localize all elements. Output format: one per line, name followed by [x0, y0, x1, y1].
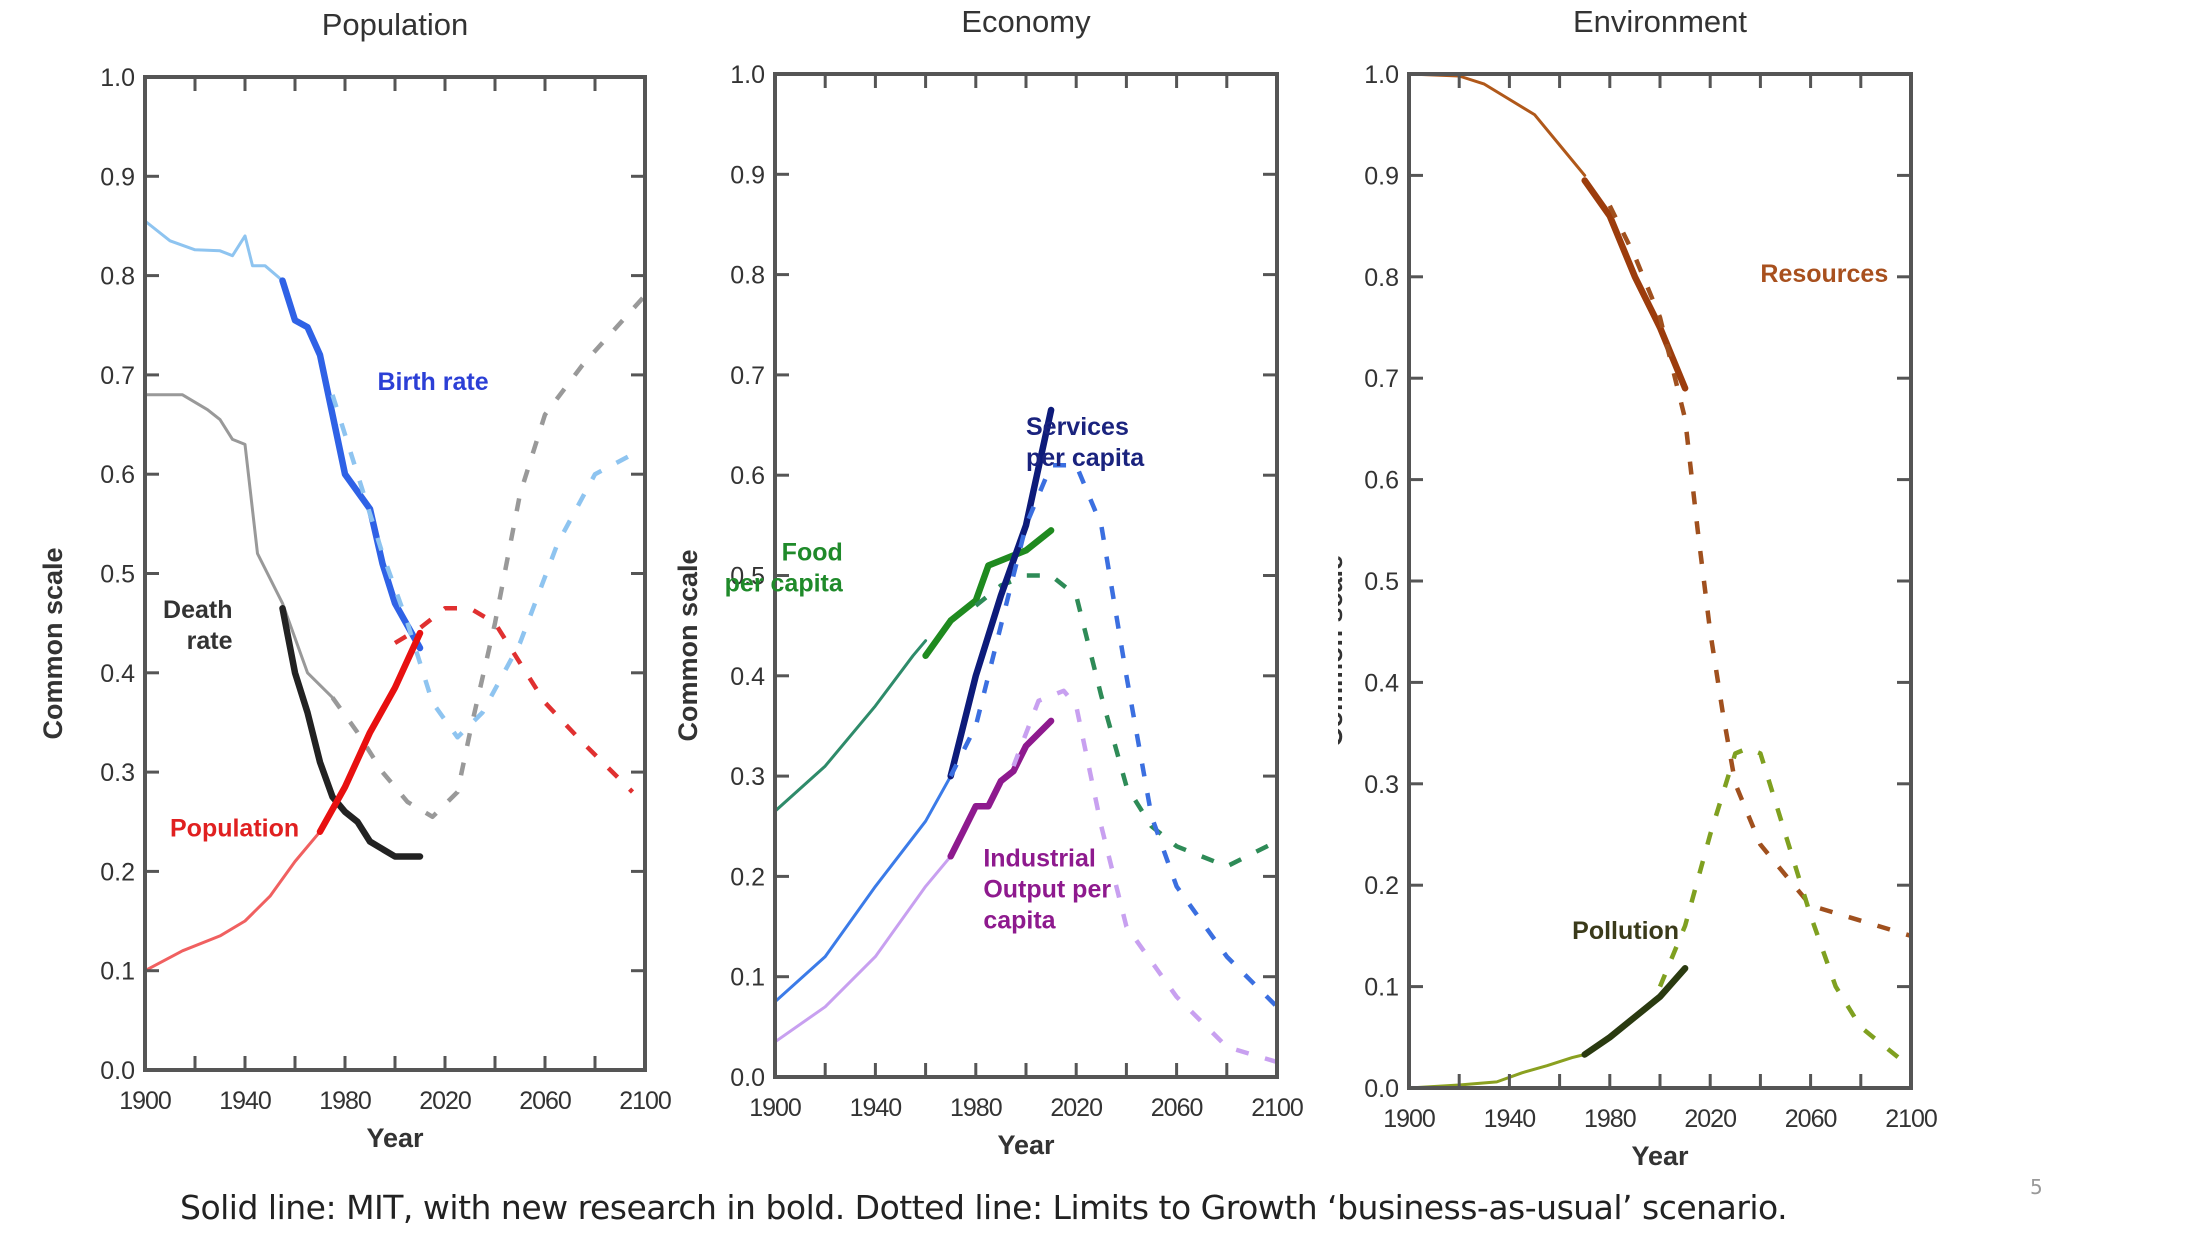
- y-tick-label: 0.3: [730, 763, 765, 791]
- services-per-capita-mit-line: [775, 774, 953, 1004]
- panel-title: Population: [322, 7, 469, 42]
- y-tick-label: 0.4: [100, 660, 135, 688]
- y-tick-label: 0.6: [100, 461, 135, 489]
- y-tick-label: 0.5: [100, 561, 135, 589]
- resources-mit-line: [1409, 72, 1587, 177]
- x-tick-label: 1900: [749, 1094, 801, 1122]
- y-tick-label: 0.1: [730, 964, 765, 992]
- series-annotation: Pollution: [1572, 917, 1679, 945]
- x-tick-label: 2100: [619, 1087, 671, 1115]
- y-tick-label: 0.8: [730, 262, 765, 290]
- y-tick-label: 0.2: [1364, 872, 1399, 900]
- y-tick-label: 0.4: [730, 663, 765, 691]
- birth-rate-ltg-bau-line: [330, 394, 634, 740]
- series-group: [1409, 72, 1913, 1090]
- death-rate-mit-line: [145, 393, 334, 700]
- population-panel: Population 1900 1940 1980 2020 2060 2100 0.0 0.1…: [38, 7, 672, 1153]
- y-tick-label: 0.3: [1364, 771, 1399, 799]
- x-tick-label: 1980: [319, 1087, 371, 1115]
- y-tick-label: 0.8: [100, 263, 135, 291]
- y-tick-label: 0.7: [730, 362, 765, 390]
- population-new-research-line: [316, 629, 424, 835]
- birth-rate-new-research-line: [279, 277, 424, 652]
- plot-frame: [143, 75, 647, 1072]
- series-annotation: Birth rate: [378, 368, 489, 396]
- industrial-output-per-capita-mit-line: [775, 854, 953, 1044]
- y-tick-label: 0.1: [1364, 974, 1399, 1002]
- food-per-capita-new-research-line: [922, 527, 1055, 659]
- x-tick-label: 2060: [1151, 1094, 1203, 1122]
- y-axis-label: Common scale: [1318, 555, 1348, 747]
- x-tick-label: 2060: [1785, 1105, 1837, 1133]
- industrial-output-per-capita-new-research-line: [947, 717, 1055, 860]
- y-tick-label: 0.2: [100, 858, 135, 886]
- series-group: [145, 219, 647, 973]
- x-tick-label: 1900: [119, 1087, 171, 1115]
- x-tick-label: 1900: [1383, 1105, 1435, 1133]
- y-tick-label: 0.8: [1364, 264, 1399, 292]
- y-tick-label: 0.7: [100, 362, 135, 390]
- services-per-capita-new-research-line: [947, 406, 1055, 780]
- x-tick-label: 1940: [850, 1094, 902, 1122]
- y-tick-label: 0.3: [100, 759, 135, 787]
- x-axis-label: Year: [997, 1130, 1055, 1160]
- environment-panel: Environment 1900 1940 1980 2020 2060 2100 0.0 0.…: [1318, 4, 1938, 1171]
- y-tick-label: 1.0: [1364, 61, 1399, 89]
- x-axis-label: Year: [366, 1123, 424, 1153]
- series-annotation: Resources: [1760, 260, 1888, 288]
- y-tick-label: 0.1: [100, 958, 135, 986]
- series-group: [775, 406, 1279, 1065]
- x-tick-label: 2060: [519, 1087, 571, 1115]
- y-tick-label: 0.0: [100, 1057, 135, 1085]
- x-tick-label: 2020: [1050, 1094, 1102, 1122]
- y-tick-label: 1.0: [100, 64, 135, 92]
- series-annotation: Industrial Output per capita: [983, 844, 1111, 934]
- x-tick-label: 2020: [1684, 1105, 1736, 1133]
- y-tick-label: 0.7: [1364, 365, 1399, 393]
- x-tick-label: 1980: [950, 1094, 1002, 1122]
- y-tick-label: 0.0: [730, 1064, 765, 1092]
- population-mit-line: [145, 830, 322, 973]
- resources-ltg-bau-line: [1607, 204, 1912, 939]
- food-per-capita-ltg-bau-line: [974, 573, 1279, 869]
- panel-title: Economy: [961, 4, 1091, 39]
- resources-new-research-line: [1581, 177, 1689, 392]
- y-tick-label: 0.9: [730, 161, 765, 189]
- y-tick-label: 0.0: [1364, 1075, 1399, 1103]
- y-tick-label: 0.9: [100, 163, 135, 191]
- death-rate-new-research-line: [279, 605, 424, 860]
- y-axis-label: Common scale: [673, 549, 703, 741]
- x-tick-label: 2020: [419, 1087, 471, 1115]
- x-tick-label: 2100: [1251, 1094, 1303, 1122]
- figure-caption: Solid line: MIT, with new research in bo…: [180, 1188, 1788, 1227]
- y-tick-label: 0.5: [1364, 568, 1399, 596]
- y-tick-label: 0.2: [730, 863, 765, 891]
- y-tick-label: 0.9: [1364, 162, 1399, 190]
- y-tick-label: 1.0: [730, 61, 765, 89]
- food-per-capita-mit-line: [775, 639, 928, 813]
- y-tick-label: 0.6: [730, 462, 765, 490]
- page-number: 5: [2030, 1175, 2043, 1199]
- x-axis-label: Year: [1631, 1141, 1689, 1171]
- x-tick-label: 1940: [219, 1087, 271, 1115]
- x-tick-label: 2100: [1885, 1105, 1937, 1133]
- series-annotation: Population: [170, 815, 299, 843]
- population-ltg-bau-line: [393, 606, 635, 794]
- economy-panel: Economy 1900 1940 1980 2020 2060 2100 0.0 0.1 0.2…: [673, 4, 1304, 1160]
- x-tick-label: 1980: [1584, 1105, 1636, 1133]
- pollution-new-research-line: [1581, 965, 1689, 1058]
- y-tick-label: 0.5: [730, 563, 765, 591]
- y-axis-label: Common scale: [38, 547, 68, 739]
- series-annotation: Services per capita: [1026, 413, 1145, 472]
- panel-title: Environment: [1573, 4, 1747, 39]
- birth-rate-mit-line: [145, 219, 284, 283]
- y-tick-label: 0.6: [1364, 467, 1399, 495]
- series-annotation: Death rate: [163, 596, 233, 655]
- pollution-ltg-bau-line: [1657, 746, 1913, 1070]
- y-tick-label: 0.4: [1364, 669, 1399, 697]
- x-tick-label: 1940: [1484, 1105, 1536, 1133]
- series-annotation: Food per capita: [725, 538, 844, 597]
